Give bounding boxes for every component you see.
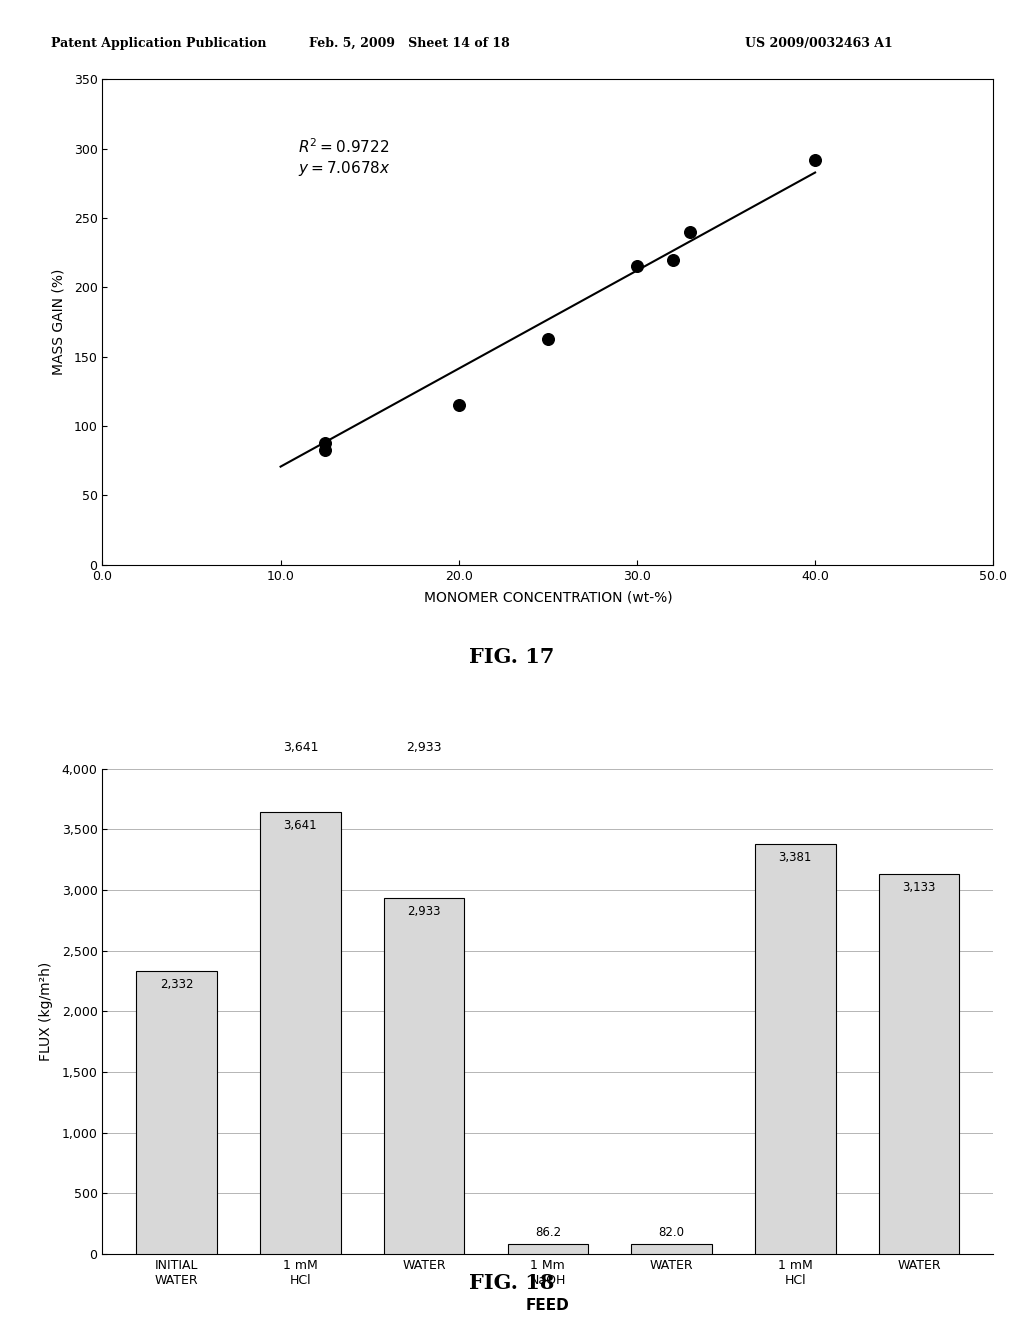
Bar — [879, 874, 959, 1254]
Point — [665, 249, 681, 271]
Point — [317, 440, 334, 461]
Y-axis label: FLUX (kg/m²h): FLUX (kg/m²h) — [39, 962, 53, 1061]
Bar — [260, 812, 341, 1254]
Bar — [136, 972, 217, 1254]
Bar — [508, 1243, 588, 1254]
Text: 3,381: 3,381 — [778, 851, 812, 865]
Text: Feb. 5, 2009   Sheet 14 of 18: Feb. 5, 2009 Sheet 14 of 18 — [309, 37, 510, 50]
Text: 2,332: 2,332 — [160, 978, 194, 991]
Text: FIG. 18: FIG. 18 — [469, 1272, 555, 1294]
Text: 82.0: 82.0 — [658, 1226, 685, 1239]
Point — [451, 395, 467, 416]
Text: 3,133: 3,133 — [902, 880, 936, 894]
Bar — [384, 898, 464, 1254]
Bar — [755, 843, 836, 1254]
X-axis label: MONOMER CONCENTRATION (wt-%): MONOMER CONCENTRATION (wt-%) — [424, 591, 672, 605]
X-axis label: FEED: FEED — [526, 1298, 569, 1313]
Text: 3,641: 3,641 — [284, 820, 317, 833]
Text: 2,933: 2,933 — [408, 906, 441, 919]
Point — [317, 432, 334, 453]
Y-axis label: MASS GAIN (%): MASS GAIN (%) — [51, 269, 66, 375]
Text: 3,641: 3,641 — [283, 741, 318, 754]
Point — [682, 222, 698, 243]
Text: 86.2: 86.2 — [535, 1226, 561, 1238]
Text: FIG. 17: FIG. 17 — [469, 647, 555, 668]
Point — [540, 327, 556, 348]
Point — [629, 256, 645, 277]
Text: Patent Application Publication: Patent Application Publication — [51, 37, 266, 50]
Text: 2,933: 2,933 — [407, 741, 442, 754]
Point — [807, 149, 823, 170]
Bar — [632, 1243, 712, 1254]
Text: $R^2 = 0.9722$
$y = 7.0678x$: $R^2 = 0.9722$ $y = 7.0678x$ — [298, 137, 391, 178]
Text: US 2009/0032463 A1: US 2009/0032463 A1 — [745, 37, 893, 50]
